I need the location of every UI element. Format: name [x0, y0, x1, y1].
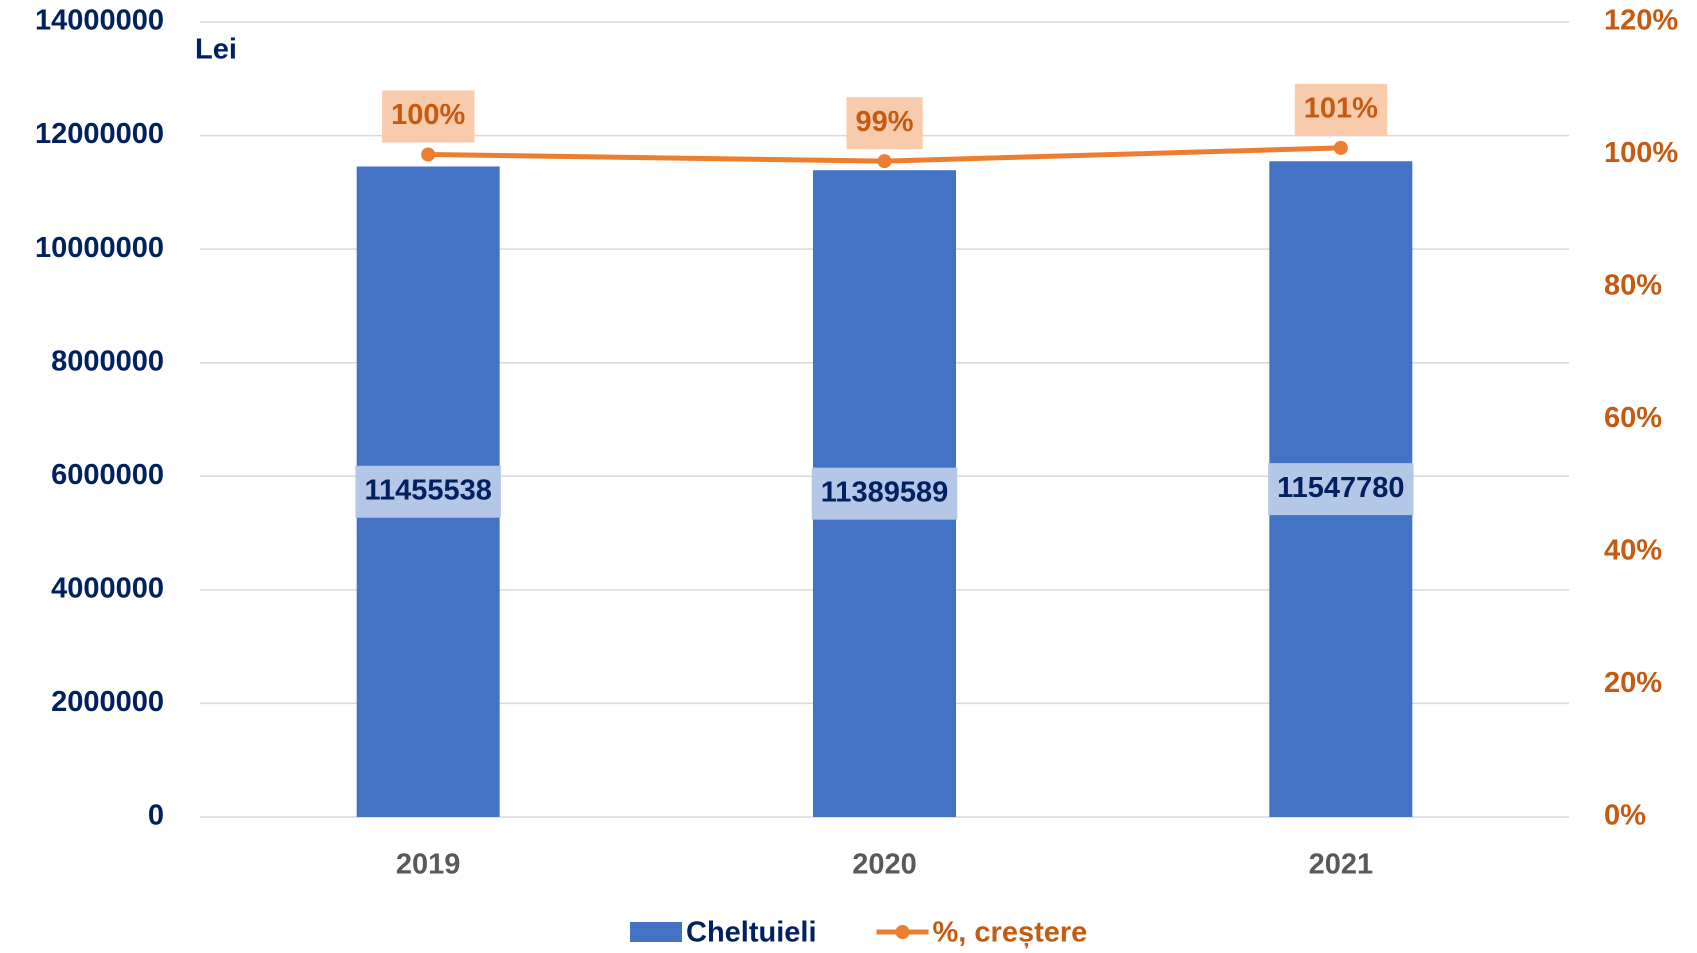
legend-swatch	[630, 922, 682, 942]
bar-value-label: 11455538	[364, 474, 491, 506]
x-tick-label: 2020	[852, 849, 917, 881]
bar-value-label-box	[355, 465, 501, 518]
line-marker	[421, 147, 436, 162]
y2-tick-label: 120%	[1604, 5, 1678, 37]
y-tick-label: 4000000	[51, 573, 164, 605]
x-tick-label: 2021	[1309, 849, 1374, 881]
x-tick-label: 2019	[396, 849, 461, 881]
y-tick-label: 0	[148, 800, 164, 832]
y-axis-label: Lei	[195, 34, 237, 66]
y2-tick-label: 0%	[1604, 800, 1646, 832]
legend-swatch-marker	[895, 925, 910, 939]
bar-value-label-box	[811, 467, 958, 520]
y2-tick-label: 40%	[1604, 535, 1662, 567]
line-marker	[1333, 140, 1348, 155]
line-value-label: 101%	[1304, 93, 1378, 125]
bar-value-label: 11547780	[1277, 472, 1404, 504]
line-value-label-box	[1294, 83, 1388, 136]
y-tick-label: 14000000	[35, 5, 164, 37]
line-value-label: 100%	[391, 99, 465, 131]
bar-value-label: 11389589	[821, 476, 948, 508]
y2-tick-label: 100%	[1604, 137, 1678, 169]
y-tick-label: 8000000	[51, 345, 164, 377]
y-tick-label: 10000000	[35, 232, 164, 264]
legend-label: %, creștere	[933, 917, 1088, 949]
line-marker	[877, 154, 892, 169]
line-value-label-box	[382, 90, 475, 143]
y2-tick-label: 20%	[1604, 667, 1662, 699]
legend-label: Cheltuieli	[686, 917, 817, 949]
y-tick-label: 6000000	[51, 459, 164, 491]
line-value-label: 99%	[855, 106, 913, 138]
line-value-label-box	[846, 97, 923, 150]
bar-value-label-box	[1268, 463, 1414, 516]
y-tick-label: 12000000	[35, 118, 164, 150]
y2-tick-label: 60%	[1604, 402, 1662, 434]
y2-tick-label: 80%	[1604, 270, 1662, 302]
y-tick-label: 2000000	[51, 686, 164, 718]
